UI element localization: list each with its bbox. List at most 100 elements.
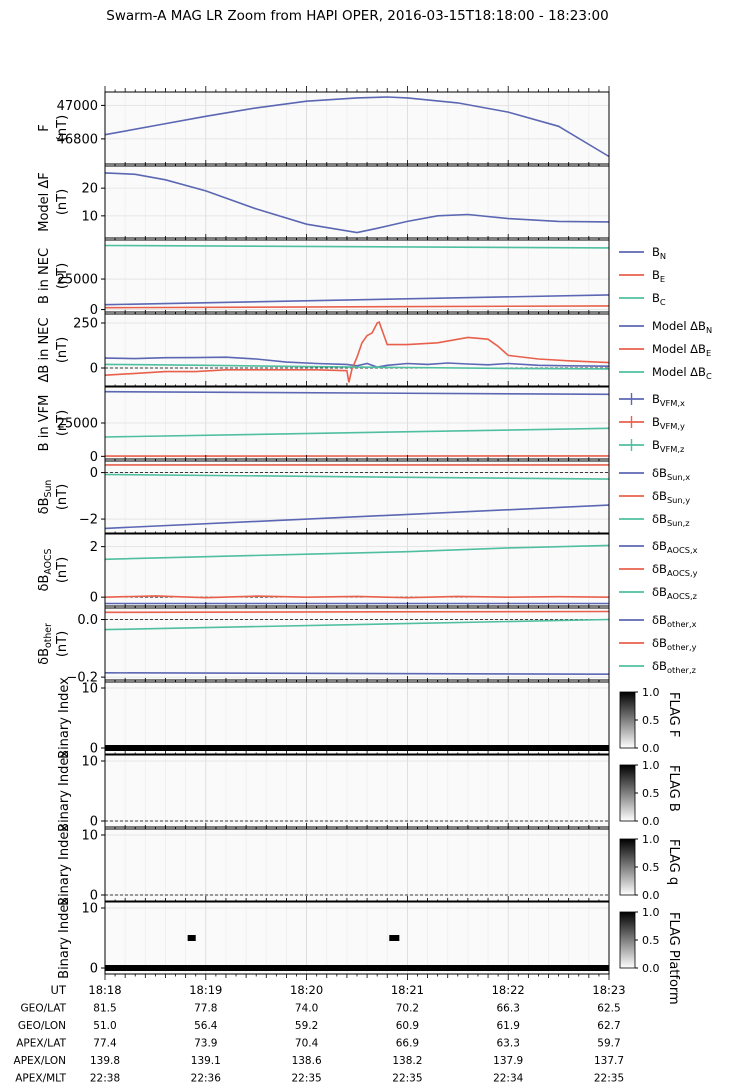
colorbar-tick-label: 0.0: [642, 742, 660, 755]
plot-area: [105, 902, 609, 974]
y-label-unit: (nT): [55, 410, 70, 436]
xaxis-value: 66.9: [396, 1038, 419, 1050]
y-axis-label: ΔB in NEC (nT): [37, 318, 70, 383]
y-axis-label: Model ΔF (nT): [37, 172, 70, 232]
y-tick-label: 10: [81, 902, 98, 917]
flag-label-text: FLAG Platform: [666, 912, 681, 1005]
plot-area: [105, 682, 609, 754]
xaxis-row-label: APEX/MLT: [15, 1073, 66, 1085]
panel-11: 0 10 Binary Index 0.0 0.5 1.0 FLAG q: [57, 823, 681, 907]
legend-label: δBAOCS,x: [652, 539, 698, 555]
xaxis-value: 70.2: [396, 1003, 419, 1015]
legend-label: δBAOCS,y: [652, 562, 698, 578]
colorbar-tick-label: 1.0: [642, 759, 660, 772]
y-tick-label: 10: [81, 829, 98, 844]
y-label-unit: (nT): [55, 557, 70, 583]
xaxis-value: 138.6: [292, 1055, 322, 1067]
xaxis-value: 22:34: [493, 1073, 524, 1085]
y-axis-label: δBother (nT): [37, 623, 70, 665]
y-tick-label: 46800: [57, 132, 98, 147]
xaxis-value: 61.9: [497, 1020, 520, 1032]
colorbar: [619, 838, 636, 896]
legend-label: BC: [652, 291, 666, 307]
xaxis-value: 22:38: [90, 1073, 120, 1085]
y-tick-label: 0: [90, 889, 98, 904]
flag-block: [187, 935, 196, 941]
series-line-δB_AOCS,y: [104, 595, 610, 599]
legend-label: δBother,z: [652, 659, 696, 675]
legend-label: δBother,x: [652, 613, 697, 629]
y-axis-label: B in NEC (nT): [37, 248, 70, 304]
colorbar: [619, 691, 636, 749]
y-tick-label: 250: [73, 317, 98, 332]
y-tick-label: 10: [81, 209, 98, 224]
flag-label-text: FLAG q: [666, 839, 681, 885]
y-label-name: Model ΔF: [37, 172, 52, 232]
colorbar: [619, 764, 636, 822]
xaxis-value: 59.2: [295, 1020, 318, 1032]
series-line-δB_other,y: [104, 610, 610, 614]
series-line-B_E: [104, 305, 610, 309]
xaxis-value: 18:19: [189, 983, 222, 997]
xaxis-value: 59.7: [597, 1038, 620, 1050]
y-tick-label: 0: [90, 742, 98, 757]
colorbar-tick-label: 0.0: [642, 815, 660, 828]
legend-label: δBSun,x: [652, 466, 690, 482]
flag-label: FLAG Platform: [666, 912, 681, 1005]
xaxis-value: 18:21: [391, 983, 424, 997]
series-line-δB_other,z: [104, 618, 610, 631]
y-label-name: δBother: [37, 623, 54, 665]
flag-label-text: FLAG B: [666, 765, 681, 812]
colorbar: [619, 911, 636, 969]
xaxis-value: 51.0: [93, 1020, 116, 1032]
xaxis-value: 81.5: [93, 1003, 116, 1015]
colorbar-tick-label: 1.0: [642, 686, 660, 699]
xaxis-value: 70.4: [295, 1038, 319, 1050]
xaxis-value: 137.7: [594, 1055, 624, 1067]
colorbar-tick-label: 0.5: [642, 714, 660, 727]
y-axis-label: Binary Index: [57, 824, 72, 906]
y-tick-label: 0: [90, 591, 98, 606]
series-line-0: [104, 96, 610, 158]
panel-6: −2 0 δBSun (nT) δBSun,x δBSun,y δBSun,z: [37, 455, 690, 539]
y-axis-label: B in VFM (nT): [37, 395, 70, 452]
y-tick-label: 2: [90, 540, 98, 555]
series-line-δB_other,x: [104, 671, 610, 676]
xaxis-value: 18:18: [88, 983, 121, 997]
y-label-name: Binary Index: [57, 897, 72, 979]
flag-block: [105, 965, 609, 971]
series-line-B_N: [104, 294, 610, 306]
plot-area: [105, 608, 609, 680]
y-label-name: B in NEC: [37, 248, 52, 304]
y-label-name: B in VFM: [37, 395, 52, 452]
y-label-unit: (nT): [55, 189, 70, 215]
y-tick-label: −2: [79, 513, 98, 528]
xaxis-value: 56.4: [194, 1020, 218, 1032]
y-label-name: δBSun: [37, 480, 54, 515]
y-label-unit: (nT): [55, 337, 70, 363]
xaxis-value: 77.4: [93, 1038, 117, 1050]
figure-title: Swarm-A MAG LR Zoom from HAPI OPER, 2016…: [106, 8, 609, 24]
panel-8: −0.2 0.0 δBother (nT) δBother,x δBother,y δBot…: [37, 602, 697, 686]
y-tick-label: 20: [81, 182, 98, 197]
legend-label: BVFM,y: [652, 415, 685, 431]
xaxis-value: 22:35: [594, 1073, 624, 1085]
legend-label: Model ΔBC: [652, 365, 712, 381]
xaxis-value: 137.9: [493, 1055, 523, 1067]
xaxis-value: 22:36: [191, 1073, 222, 1085]
legend-label: Model ΔBN: [652, 319, 712, 335]
xaxis-value: 66.3: [497, 1003, 520, 1015]
y-label-unit: (nT): [55, 115, 70, 141]
xaxis-value: 138.2: [392, 1055, 422, 1067]
legend-label: BN: [652, 245, 666, 261]
xaxis-value: 18:23: [592, 983, 625, 997]
y-axis-label: δBSun (nT): [37, 480, 70, 515]
xaxis-row-label: GEO/LAT: [21, 1003, 67, 1015]
xaxis-value: 139.1: [191, 1055, 221, 1067]
plot-area: [105, 314, 609, 386]
y-label-name: δBAOCS: [37, 548, 54, 591]
xaxis-value: 73.9: [194, 1038, 217, 1050]
